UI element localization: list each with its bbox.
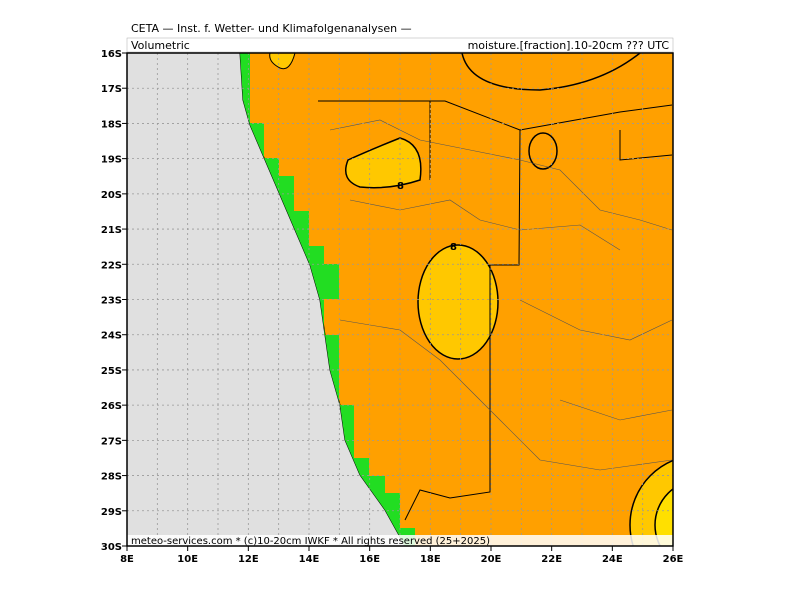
lat-label: 20S — [101, 190, 122, 201]
lat-label: 16S — [101, 49, 122, 60]
lat-label: 22S — [101, 260, 122, 271]
lon-label: 10E — [177, 554, 198, 565]
lat-label: 18S — [101, 119, 122, 130]
lat-label: 17S — [101, 84, 122, 95]
moist-area — [269, 53, 296, 70]
lon-label: 8E — [120, 554, 134, 565]
title: CETA — Inst. f. Wetter- und Klimafolgena… — [131, 22, 412, 35]
lat-label: 25S — [101, 366, 122, 377]
contour-label: 8 — [450, 242, 457, 253]
contour-label: 8 — [397, 181, 404, 192]
lon-label: 18E — [420, 554, 441, 565]
lon-label: 22E — [541, 554, 562, 565]
axes: 16S 17S 18S 19S 20S 21S 22S 23S 24S 25S 26S 27S 28S 2… — [101, 49, 684, 565]
footer-bar — [127, 535, 673, 546]
moist-area — [417, 244, 499, 360]
coastal-strip — [240, 53, 415, 546]
lat-label: 23S — [101, 296, 122, 307]
lon-label: 14E — [299, 554, 320, 565]
map — [127, 53, 673, 546]
lat-label: 19S — [101, 155, 122, 166]
right-label: moisture.[fraction].10-20cm ??? UTC — [468, 39, 670, 52]
moist-area — [629, 459, 673, 546]
left-label: Volumetric — [131, 39, 190, 52]
header-bar — [126, 37, 674, 53]
lat-label: 26S — [101, 401, 122, 412]
lon-label: 24E — [602, 554, 623, 565]
contour — [528, 132, 558, 170]
moist-area — [654, 488, 673, 546]
contour — [461, 53, 641, 91]
lon-label: 12E — [238, 554, 259, 565]
lon-label: 20E — [481, 554, 502, 565]
footer: meteo-services.com * (c)10-20cm IWKF * A… — [131, 536, 490, 547]
lat-label: 27S — [101, 436, 122, 447]
lat-label: 24S — [101, 331, 122, 342]
lat-label: 21S — [101, 225, 122, 236]
lat-label: 28S — [101, 472, 122, 483]
lon-label: 16E — [359, 554, 380, 565]
grid — [127, 53, 673, 546]
lat-label: 29S — [101, 507, 122, 518]
moist-area — [345, 137, 422, 189]
lon-label: 26E — [663, 554, 684, 565]
lat-label: 30S — [101, 542, 122, 553]
